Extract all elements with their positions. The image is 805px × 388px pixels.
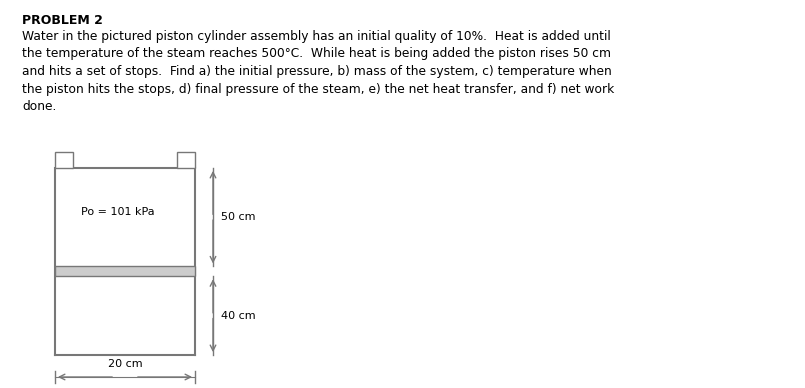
Text: PROBLEM 2: PROBLEM 2 xyxy=(22,14,103,27)
Text: 40 cm: 40 cm xyxy=(221,311,256,320)
Text: Water in the pictured piston cylinder assembly has an initial quality of 10%.  H: Water in the pictured piston cylinder as… xyxy=(22,30,614,113)
Bar xyxy=(177,152,195,168)
Text: Po = 101 kPa: Po = 101 kPa xyxy=(81,207,155,217)
Text: 50 cm: 50 cm xyxy=(221,212,255,222)
Bar xyxy=(55,152,73,168)
Text: 20 cm: 20 cm xyxy=(108,359,142,369)
Text: 157 kg: 157 kg xyxy=(99,266,137,276)
Bar xyxy=(55,266,195,276)
